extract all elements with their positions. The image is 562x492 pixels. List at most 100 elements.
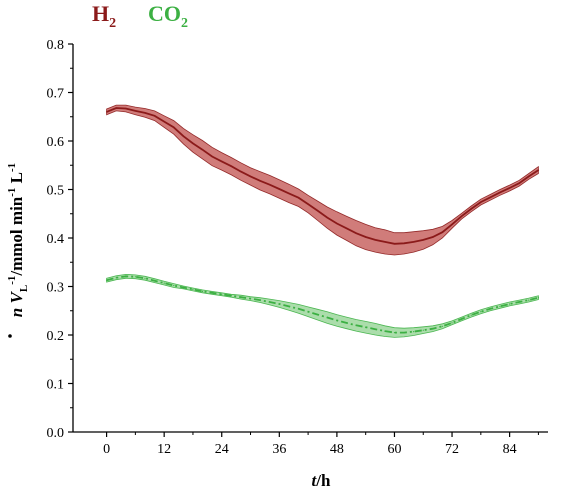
series-h2-point: [182, 135, 184, 137]
series-h2-point: [384, 241, 386, 243]
series-co2-point: [182, 286, 184, 289]
x-title-rest: /h: [315, 471, 331, 490]
series-co2-point: [240, 296, 242, 298]
x-tick-label: 48: [330, 442, 344, 457]
series-co2-point: [461, 318, 463, 320]
series-co2-point: [249, 298, 252, 300]
series-h2-point: [278, 188, 280, 190]
y-tick-label: 0.3: [47, 281, 65, 296]
series-co2-point: [201, 290, 204, 292]
series-h2-point: [201, 149, 204, 151]
x-tick-label: 72: [445, 442, 459, 457]
legend-h2-sub: 2: [109, 16, 116, 31]
x-title-t: t: [312, 471, 318, 490]
y-title-sup3: -1: [6, 163, 18, 172]
series-h2-point: [441, 231, 443, 233]
series-h2-point: [336, 222, 338, 225]
series-h2-band: [106, 104, 539, 256]
legend-h2: H2: [92, 1, 116, 31]
series-h2-point: [461, 215, 463, 217]
y-tick-label: 0.2: [47, 329, 65, 344]
y-axis-title: n VL-1/mmol min-1 L-1: [6, 163, 30, 317]
series-h2-point: [451, 223, 453, 225]
x-tick-label: 60: [387, 442, 401, 457]
series-h2-line: [106, 107, 539, 245]
x-tick-label: 36: [272, 442, 286, 457]
y-title-sup1: -1: [6, 276, 18, 285]
series-co2-point: [154, 280, 156, 282]
series-h2-point: [393, 243, 396, 245]
y-tick-label: 0.8: [47, 38, 65, 53]
series-h2-point: [365, 236, 367, 238]
series-co2-point: [269, 301, 271, 303]
series-co2-point: [125, 275, 127, 277]
series-co2-point: [307, 311, 309, 313]
series-h2-point: [317, 210, 319, 212]
series-h2-point: [173, 126, 175, 128]
y-title-v: V: [7, 290, 26, 303]
plot-area: [106, 104, 540, 338]
x-tick-label: 12: [157, 442, 171, 457]
series-h2-point: [499, 191, 501, 193]
series-co2-point: [278, 303, 280, 305]
series-co2-point: [384, 330, 386, 332]
y-title-dot-accent: [8, 334, 12, 338]
series-h2-point: [125, 107, 127, 110]
series-h2-point: [518, 182, 520, 184]
series-co2-point: [518, 301, 520, 303]
series-h2-point: [221, 160, 223, 162]
legend-co2-sub: 2: [181, 16, 188, 31]
series-co2-point: [393, 332, 396, 334]
series-co2-point: [115, 277, 117, 279]
series-h2-point: [211, 155, 213, 158]
x-tick-label: 0: [103, 442, 110, 457]
series-co2-point: [345, 322, 348, 324]
series-co2-point: [173, 284, 175, 287]
y-title-n: n: [7, 308, 26, 317]
series-co2-point: [470, 314, 472, 316]
series-co2-point: [489, 308, 491, 310]
y-title-l: L: [7, 172, 26, 188]
series-h2-point: [106, 111, 108, 113]
series-h2-point: [422, 239, 424, 241]
series-co2-point: [499, 305, 501, 307]
series-h2-point: [307, 203, 309, 205]
series-h2-point: [115, 107, 117, 109]
series-co2-point: [528, 299, 530, 301]
y-tick-label: 0.1: [47, 378, 65, 393]
series-co2-point: [221, 293, 223, 295]
series-h2-point: [480, 201, 482, 203]
series-co2-point: [163, 282, 165, 284]
series-h2-point: [192, 142, 194, 144]
series-co2-point: [413, 331, 415, 333]
series-co2-point: [509, 303, 511, 305]
series-co2-point: [317, 314, 319, 316]
series-h2-point: [259, 180, 261, 182]
series-h2-point: [134, 110, 136, 112]
y-tick-label: 0.0: [47, 426, 65, 441]
series-co2-band: [106, 273, 539, 338]
series-co2-point: [288, 305, 290, 307]
series-co2-point: [144, 277, 146, 279]
x-axis-title: t/h: [312, 471, 331, 490]
series-co2-point: [403, 332, 405, 334]
y-title-unit: /mmol min: [7, 196, 26, 276]
series-h2-point: [355, 232, 357, 234]
series-h2-point: [403, 242, 405, 244]
series-co2-point: [297, 308, 300, 310]
y-tick-label: 0.6: [47, 135, 65, 150]
series-h2-point: [163, 121, 165, 123]
series-h2-point: [509, 187, 511, 189]
series-h2-point: [269, 184, 271, 186]
series-h2-point: [432, 236, 434, 238]
series-h2-point: [345, 227, 348, 229]
series-h2-point: [413, 241, 415, 243]
series-co2-point: [480, 311, 482, 313]
series-co2-point: [192, 288, 194, 290]
series-co2-point: [230, 295, 232, 297]
series-h2-point: [374, 239, 376, 241]
series-h2-point: [240, 171, 242, 173]
y-tick-label: 0.7: [47, 87, 65, 102]
series-co2-point: [422, 329, 424, 331]
